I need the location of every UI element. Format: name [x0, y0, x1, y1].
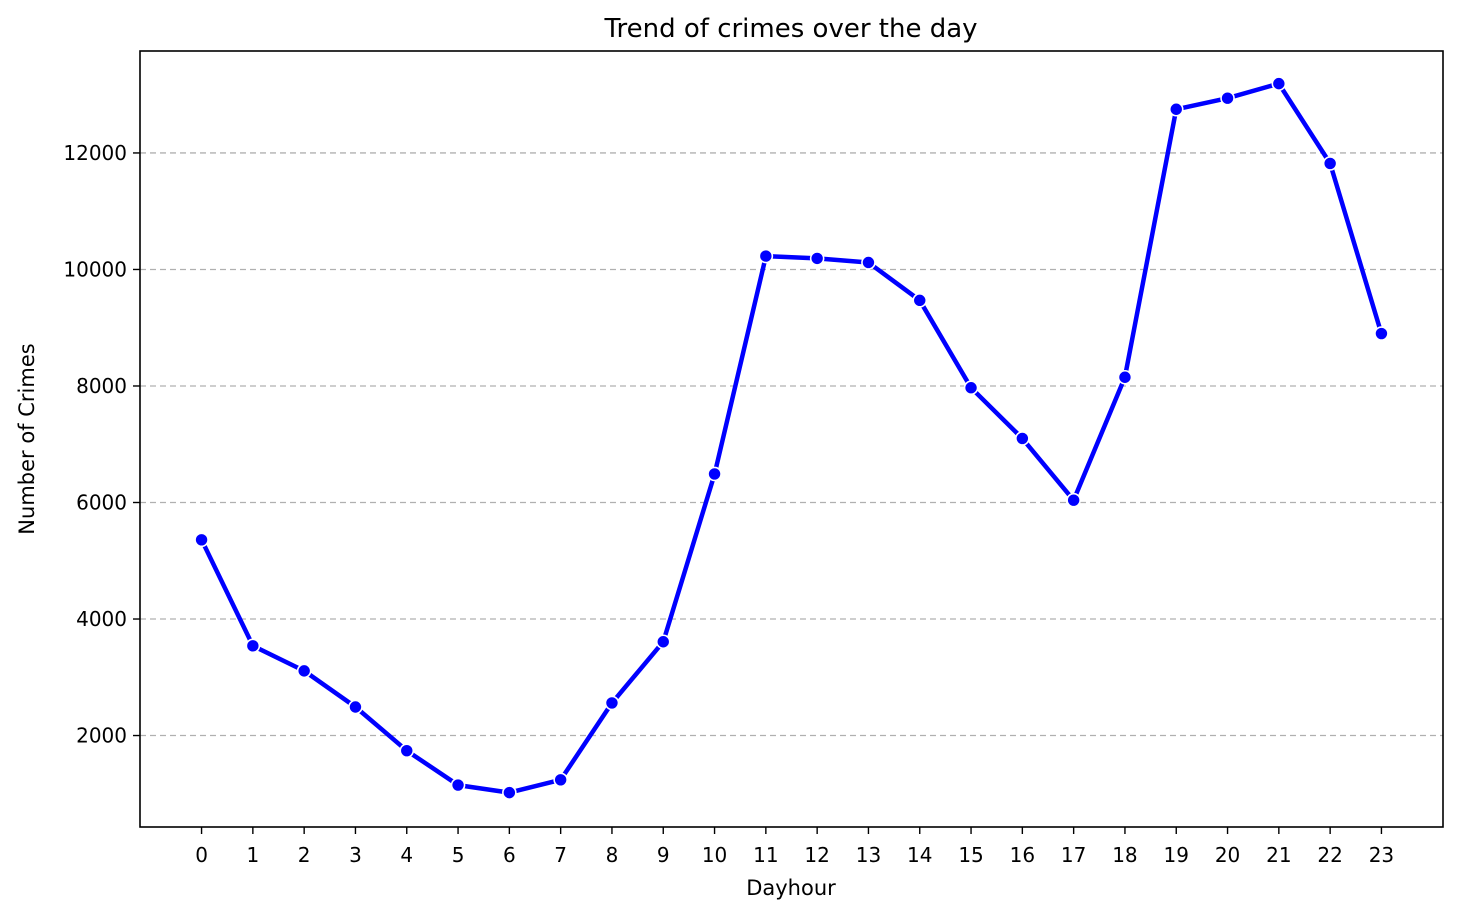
y-axis-label: Number of Crimes: [15, 343, 39, 534]
x-tick-label: 0: [195, 843, 208, 867]
data-point: [809, 251, 825, 266]
data-point: [604, 695, 620, 711]
x-tick-label: 19: [1164, 843, 1189, 867]
data-point: [655, 634, 671, 650]
y-tick-label: 8000: [76, 374, 127, 398]
x-tick-label: 8: [606, 843, 619, 867]
data-point: [912, 293, 928, 308]
data-point: [1374, 326, 1389, 341]
data-point: [1322, 156, 1338, 171]
data-point: [296, 663, 312, 679]
data-point: [1220, 90, 1235, 106]
data-point: [194, 532, 209, 548]
y-tick-label: 2000: [76, 724, 127, 748]
data-point: [553, 772, 568, 788]
x-tick-label: 17: [1061, 843, 1086, 867]
data-point: [1271, 76, 1287, 91]
x-tick-label: 15: [958, 843, 983, 867]
data-point: [758, 248, 774, 264]
plot-frame: [139, 50, 1444, 828]
x-tick-label: 7: [554, 843, 567, 867]
x-tick-label: 18: [1112, 843, 1137, 867]
data-point: [348, 699, 363, 715]
data-point: [399, 743, 415, 758]
data-point: [1168, 101, 1184, 117]
x-tick-label: 12: [804, 843, 829, 867]
x-tick-label: 10: [702, 843, 727, 867]
y-axis: 2000 4000 6000 8000 10000 12000: [63, 141, 140, 748]
y-tick-label: 6000: [76, 491, 127, 515]
x-tick-label: 22: [1317, 843, 1342, 867]
y-tick-label: 4000: [76, 607, 127, 631]
x-axis: 0 1 2 3 4 5 6 7 8 9 10 11 12 13 14 15 16 17 18 19 20 21 22 23: [195, 827, 1394, 867]
x-tick-label: 6: [503, 843, 516, 867]
x-tick-label: 2: [298, 843, 311, 867]
series-layer: [194, 76, 1389, 800]
data-point: [707, 466, 722, 482]
data-point: [450, 777, 466, 793]
x-tick-label: 5: [452, 843, 465, 867]
data-point: [502, 785, 517, 800]
x-tick-label: 9: [657, 843, 670, 867]
data-point: [861, 255, 876, 270]
data-point: [1015, 431, 1030, 446]
x-tick-label: 14: [907, 843, 932, 867]
y-tick-label: 10000: [63, 257, 127, 281]
x-tick-label: 1: [246, 843, 259, 867]
x-tick-label: 21: [1266, 843, 1291, 867]
data-point: [1066, 492, 1081, 508]
data-point: [963, 380, 979, 396]
data-point: [1117, 369, 1133, 385]
x-axis-label: Dayhour: [746, 876, 836, 900]
y-tick-label: 12000: [63, 141, 127, 165]
x-tick-label: 13: [856, 843, 881, 867]
x-tick-label: 23: [1369, 843, 1394, 867]
x-tick-label: 4: [400, 843, 413, 867]
data-point: [245, 638, 261, 654]
grid-lines: [140, 152, 1443, 737]
x-tick-label: 16: [1010, 843, 1035, 867]
chart-title: Trend of crimes over the day: [603, 14, 977, 44]
x-tick-label: 11: [753, 843, 778, 867]
series-line: [199, 81, 1384, 795]
x-tick-label: 20: [1215, 843, 1240, 867]
x-tick-label: 3: [349, 843, 362, 867]
